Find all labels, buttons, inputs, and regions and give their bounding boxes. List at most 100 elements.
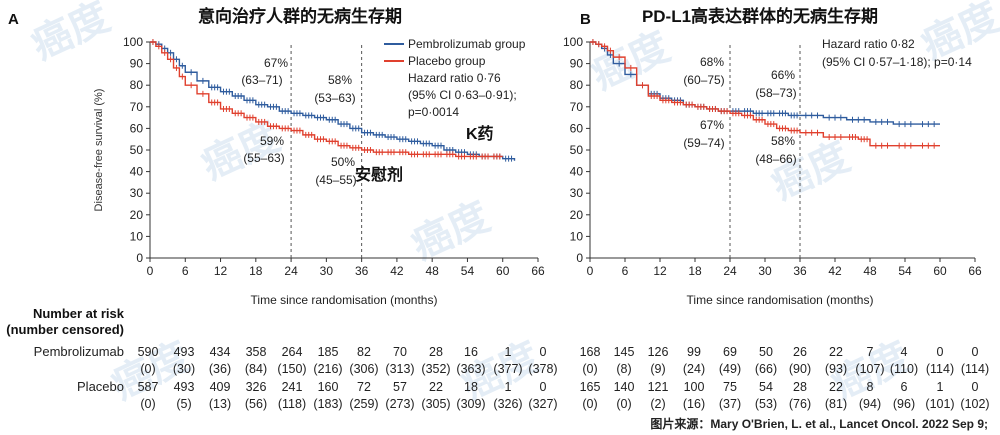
cn-label-k-drug: K药	[466, 124, 494, 143]
risk-table-cells: 590 493 434 358 264 185 82 70 28 16 1 0(0) (30) (36)(…	[138, 345, 990, 411]
risk-cell: 590	[138, 345, 159, 359]
risk-cell: (0)	[616, 397, 631, 411]
annot-a-pembro-36: 58%	[328, 73, 352, 87]
annot-a-pembro-36-ci: (53–63)	[314, 91, 355, 105]
y-tick-label: 50	[130, 143, 144, 157]
risk-cell: (37)	[719, 397, 741, 411]
risk-cell: (114)	[961, 362, 989, 376]
panel-b-hazard: Hazard ratio 0·82 (95% CI 0·57–1·18); p=…	[822, 37, 972, 69]
x-tick-label: 24	[723, 264, 737, 278]
x-tick-label: 54	[898, 264, 912, 278]
y-tick-label: 80	[130, 78, 144, 92]
risk-cell: 22	[429, 380, 443, 394]
risk-cell: (0)	[140, 397, 155, 411]
y-tick-label: 80	[570, 78, 584, 92]
x-tick-label: 6	[622, 264, 629, 278]
risk-cell: (102)	[960, 397, 989, 411]
risk-cell: (16)	[683, 397, 705, 411]
risk-cell: (53)	[755, 397, 777, 411]
risk-cell: 1	[505, 380, 512, 394]
risk-cell: (114)	[926, 362, 954, 376]
x-tick-label: 48	[863, 264, 877, 278]
y-tick-label: 90	[130, 57, 144, 71]
risk-cell: 126	[648, 345, 669, 359]
cn-label-placebo: 安慰剂	[355, 165, 403, 184]
risk-cell: (313)	[385, 362, 414, 376]
risk-cell: 185	[318, 345, 339, 359]
x-tick-label: 12	[214, 264, 228, 278]
x-tick-label: 30	[758, 264, 772, 278]
annot-a-pembro-24-ci: (63–71)	[241, 73, 282, 87]
risk-cell: (76)	[789, 397, 811, 411]
panel-b-letter: B	[580, 11, 591, 28]
y-tick-label: 40	[130, 165, 144, 179]
risk-cell: 28	[793, 380, 807, 394]
y-tick-label: 0	[576, 251, 583, 265]
panel-a: A 意向治疗人群的无病生存期 0 6 12 18 24 30 36 42 48 54 60 66 0 10…	[8, 6, 545, 307]
y-tick-label: 70	[570, 100, 584, 114]
panel-a-xlabel: Time since randomisation (months)	[251, 293, 438, 307]
risk-table: Number at risk (number censored) Pembrol…	[6, 306, 989, 411]
legend-pembro-label: Pembrolizumab group	[408, 37, 526, 51]
x-tick-label: 42	[828, 264, 842, 278]
risk-cell: (90)	[789, 362, 811, 376]
risk-cell: 434	[210, 345, 231, 359]
risk-cell: (118)	[278, 397, 306, 411]
risk-cell: (81)	[825, 397, 847, 411]
risk-cell: (5)	[176, 397, 191, 411]
risk-header-2: (number censored)	[6, 322, 124, 337]
x-tick-label: 6	[182, 264, 189, 278]
x-tick-label: 60	[933, 264, 947, 278]
annot-b-placebo-36: 58%	[771, 134, 795, 148]
risk-cell: 26	[793, 345, 807, 359]
x-tick-label: 66	[968, 264, 982, 278]
y-tick-label: 0	[136, 251, 143, 265]
risk-cell: 22	[829, 345, 843, 359]
panel-a-letter: A	[8, 11, 19, 28]
risk-cell: (66)	[755, 362, 777, 376]
risk-cell: (94)	[859, 397, 881, 411]
risk-cell: (305)	[421, 397, 450, 411]
panel-b: B PD-L1高表达群体的无病生存期 0 6 12 18 24 30 36 42 48 54 60 6…	[563, 6, 982, 307]
hazard-a-line-3: p=0·0014	[408, 105, 459, 119]
risk-cell: (49)	[719, 362, 741, 376]
risk-cell: 70	[393, 345, 407, 359]
risk-cell: 7	[867, 345, 874, 359]
risk-cell: 160	[318, 380, 339, 394]
panel-a-plot: 0 6 12 18 24 30 36 42 48 54 60 66 0 10 20 30 40 50 60 70 80 9…	[123, 35, 545, 278]
y-tick-label: 10	[570, 229, 584, 243]
x-tick-label: 0	[587, 264, 594, 278]
annot-a-placebo-36: 50%	[331, 155, 355, 169]
x-tick-label: 24	[284, 264, 298, 278]
risk-cell: 264	[282, 345, 303, 359]
annot-b-pembro-36: 66%	[771, 68, 795, 82]
risk-cell: 0	[540, 380, 547, 394]
hazard-b-line-1: Hazard ratio 0·82	[822, 37, 915, 51]
x-tick-label: 54	[461, 264, 475, 278]
risk-header-1: Number at risk	[33, 306, 125, 321]
hazard-a-line-2: (95% CI 0·63–0·91);	[408, 88, 517, 102]
risk-cell: 409	[210, 380, 231, 394]
y-tick-label: 10	[130, 229, 144, 243]
risk-cell: (24)	[683, 362, 705, 376]
panel-b-xlabel: Time since randomisation (months)	[687, 293, 874, 307]
panel-b-plot: 0 6 12 18 24 30 36 42 48 54 60 66 0 10 20 30 40 50 60 70 80 9…	[563, 35, 982, 278]
y-tick-label: 70	[130, 100, 144, 114]
annot-a-pembro-24: 67%	[264, 56, 288, 70]
annot-b-pembro-36-ci: (58–73)	[755, 86, 796, 100]
risk-cell: (0)	[140, 362, 155, 376]
risk-cell: 18	[464, 380, 478, 394]
x-tick-label: 12	[653, 264, 667, 278]
risk-cell: 326	[246, 380, 267, 394]
risk-row-label-placebo: Placebo	[77, 379, 124, 394]
risk-cell: (183)	[313, 397, 342, 411]
risk-cell: (110)	[890, 362, 918, 376]
hazard-b-line-2: (95% CI 0·57–1·18); p=0·14	[822, 55, 972, 69]
risk-cell: (13)	[209, 397, 231, 411]
x-tick-label: 18	[249, 264, 263, 278]
risk-cell: 4	[901, 345, 908, 359]
annot-b-placebo-24-ci: (59–74)	[683, 136, 724, 150]
risk-cell: (273)	[385, 397, 414, 411]
risk-cell: 8	[867, 380, 874, 394]
risk-cell: (2)	[650, 397, 665, 411]
